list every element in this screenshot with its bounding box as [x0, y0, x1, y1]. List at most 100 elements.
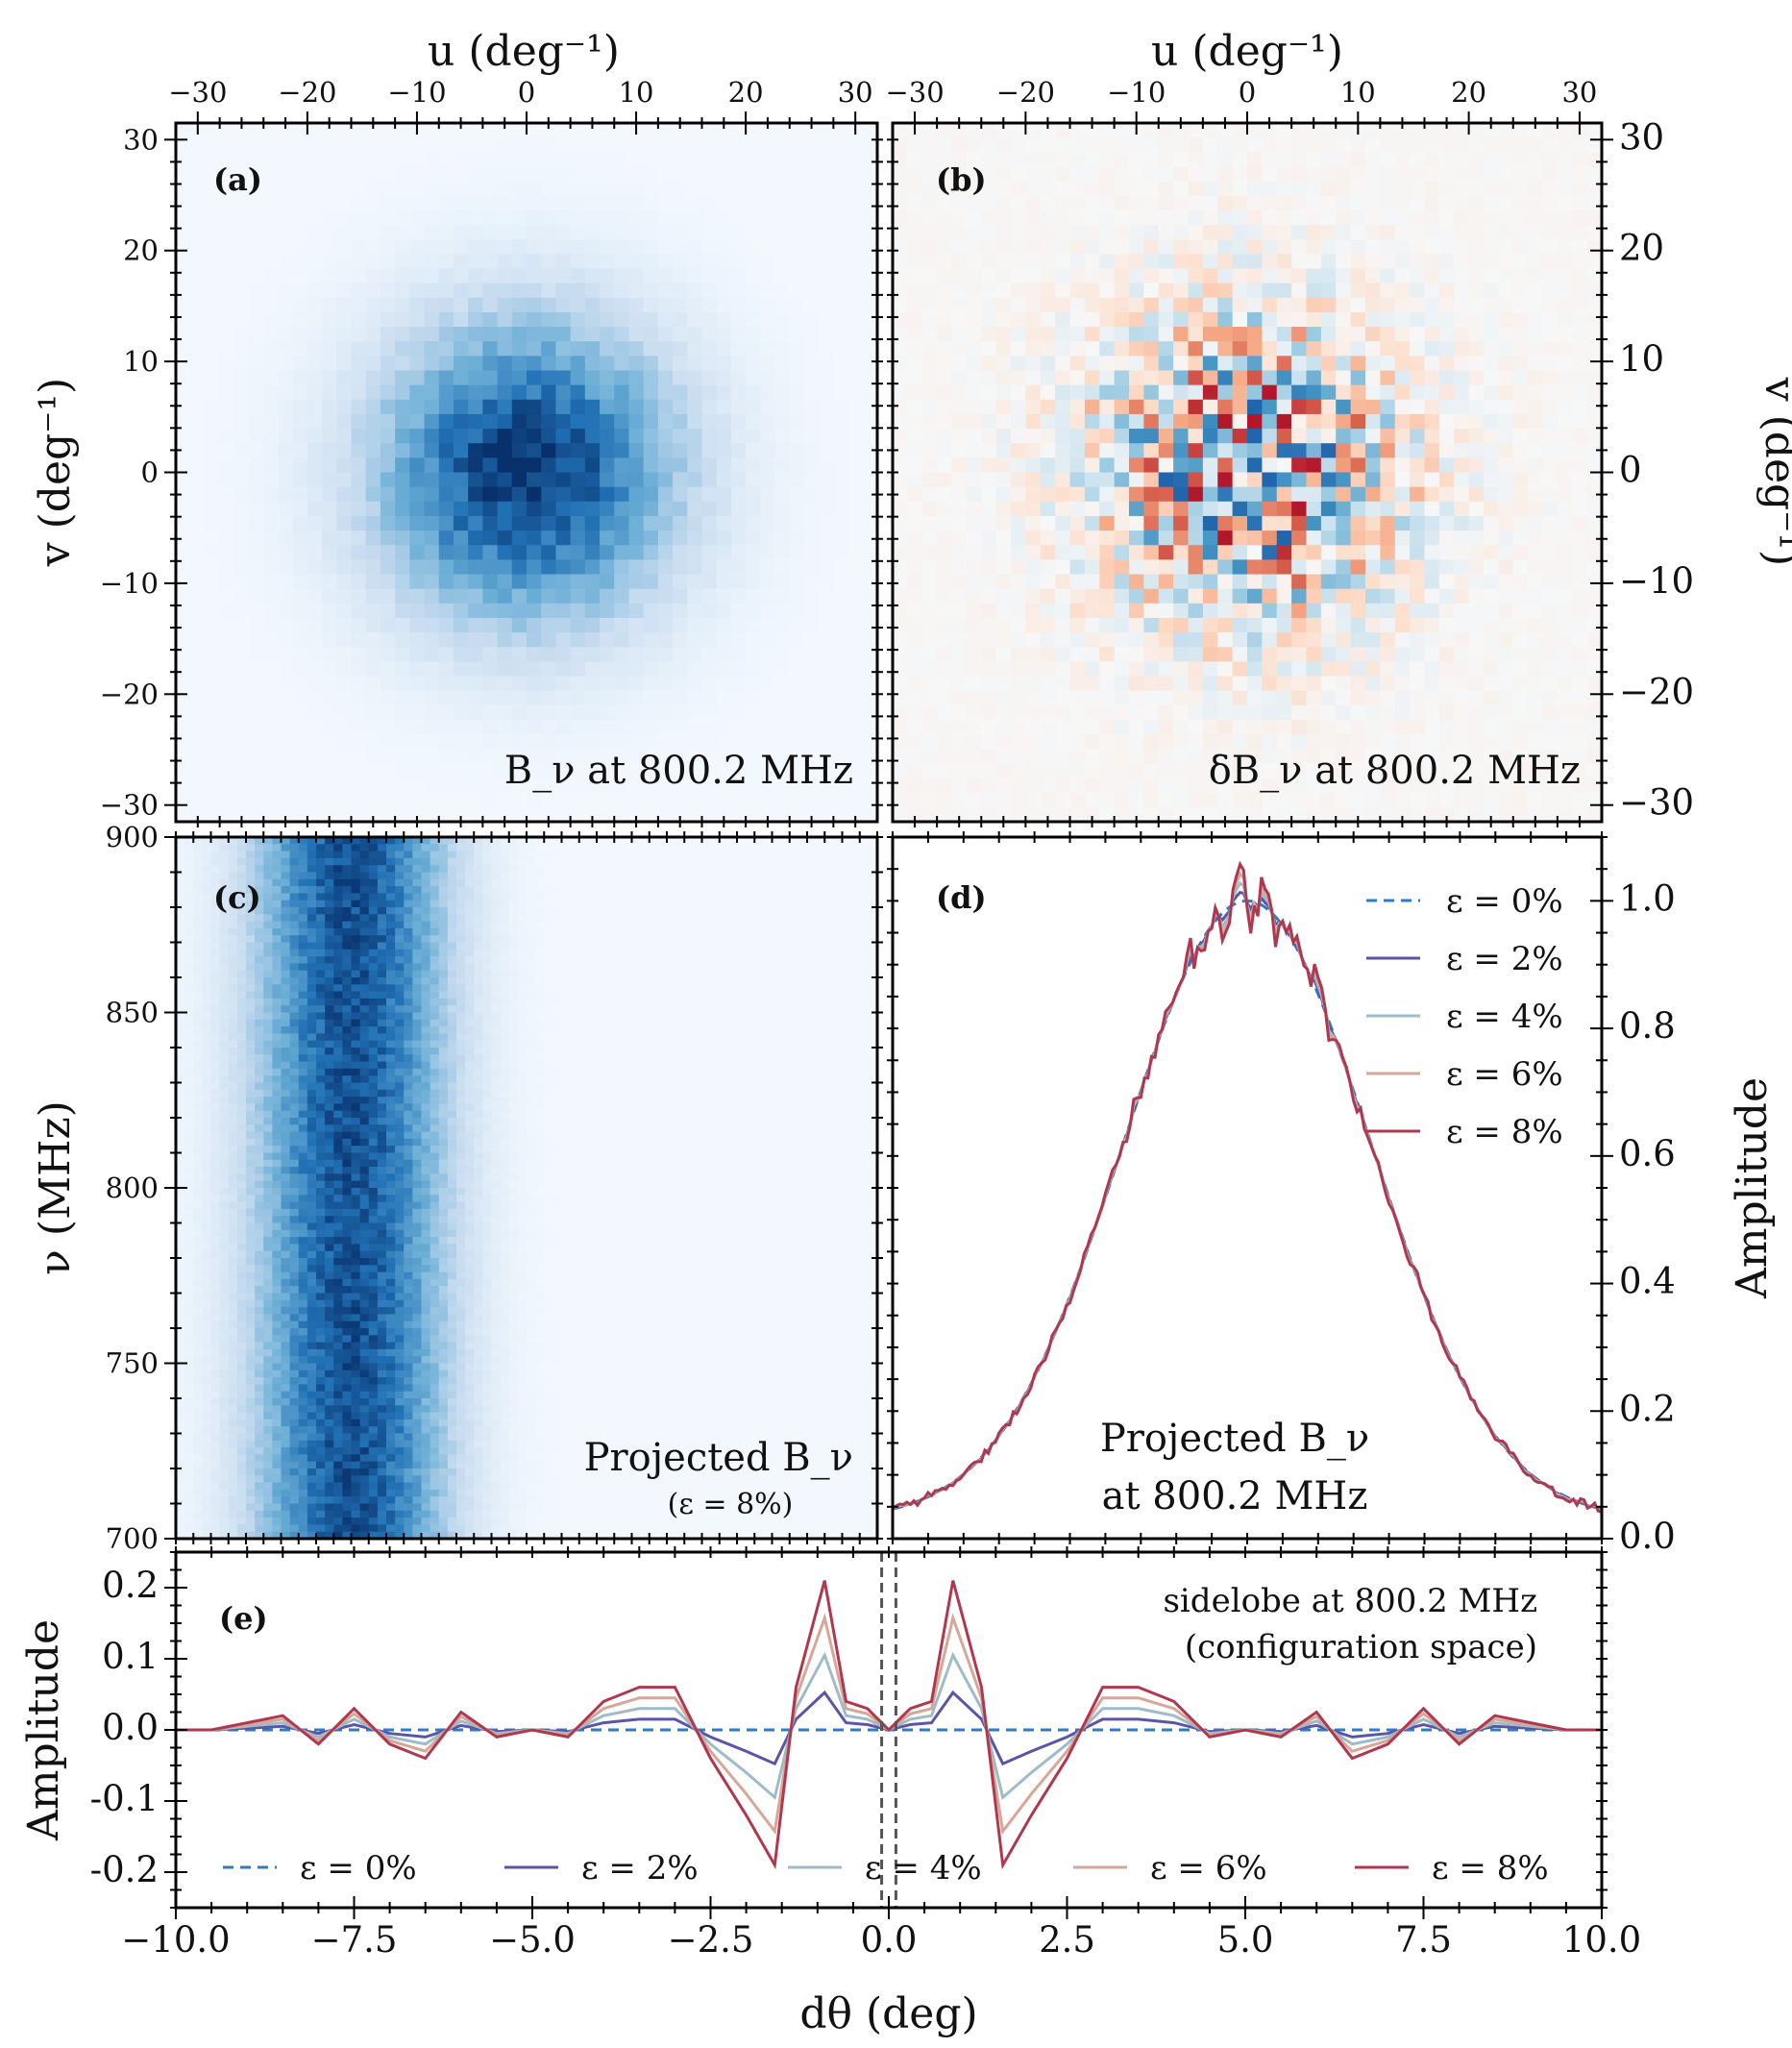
heatmap-cell: [746, 443, 761, 458]
heatmap-cell: [1542, 472, 1559, 488]
heatmap-cell: [1410, 195, 1426, 211]
heatmap-cell: [336, 515, 353, 531]
heatmap-cell: [1055, 603, 1071, 619]
heatmap-cell: [1202, 225, 1218, 240]
heatmap-cell: [1380, 486, 1396, 503]
heatmap-cell: [1454, 254, 1470, 270]
heatmap-cell: [1202, 370, 1218, 386]
heatmap-cell: [263, 749, 280, 765]
heatmap-cell: [307, 704, 323, 721]
heatmap-cell: [789, 137, 805, 153]
heatmap-cell: [1498, 661, 1514, 678]
heatmap-cell: [1454, 515, 1470, 531]
heatmap-cell: [614, 704, 630, 721]
heatmap-cell: [584, 486, 601, 503]
heatmap-cell: [205, 311, 221, 328]
heatmap-cell: [233, 152, 250, 168]
heatmap-cell: [1276, 429, 1292, 444]
heatmap-cell: [1380, 239, 1396, 255]
panel-b-heatmap: [893, 123, 1603, 823]
heatmap-cell: [1158, 399, 1174, 415]
heatmap-cell: [1542, 195, 1559, 211]
heatmap-cell: [1498, 195, 1514, 211]
heatmap-cell: [1484, 123, 1499, 138]
heatmap-cell: [190, 647, 207, 662]
heatmap-cell: [701, 327, 718, 342]
heatmap-cell: [1528, 297, 1544, 313]
heatmap-cell: [862, 443, 878, 458]
heatmap-cell: [1276, 268, 1292, 284]
heatmap-cell: [380, 763, 396, 779]
heatmap-cell: [716, 719, 732, 735]
heatmap-cell: [1040, 690, 1056, 706]
heatmap-cell: [219, 603, 235, 619]
heatmap-cell: [600, 327, 615, 342]
heatmap-cell: [673, 792, 688, 808]
heatmap-cell: [1586, 792, 1603, 808]
heatmap-cell: [1438, 137, 1455, 153]
heatmap-cell: [395, 617, 410, 633]
heatmap-cell: [847, 225, 864, 240]
heatmap-cell: [893, 603, 908, 619]
heatmap-cell: [278, 603, 294, 619]
heatmap-cell: [1232, 792, 1248, 808]
heatmap-cell: [292, 152, 308, 168]
heatmap-cell: [1306, 806, 1322, 823]
heatmap-cell: [981, 603, 997, 619]
heatmap-cell: [1557, 515, 1573, 531]
heatmap-cell: [862, 254, 878, 270]
heatmap-cell: [966, 531, 982, 546]
heatmap-cell: [643, 137, 659, 153]
heatmap-cell: [424, 370, 440, 386]
heatmap-cell: [176, 531, 191, 546]
heatmap-cell: [1498, 399, 1514, 415]
heatmap-cell: [1025, 370, 1042, 386]
heatmap-cell: [1528, 283, 1544, 299]
heatmap-cell: [205, 545, 221, 560]
heatmap-cell: [1365, 341, 1381, 357]
heatmap-cell: [847, 166, 864, 183]
heatmap-cell: [307, 239, 323, 255]
heatmap-cell: [1011, 792, 1026, 808]
heatmap-cell: [1217, 515, 1234, 531]
heatmap-cell: [1143, 690, 1160, 706]
heatmap-cell: [1350, 297, 1366, 313]
heatmap-cell: [716, 443, 732, 458]
heatmap-cell: [1438, 690, 1455, 706]
heatmap-cell: [1424, 239, 1440, 255]
heatmap-cell: [1291, 603, 1308, 619]
heatmap-cell: [921, 327, 938, 342]
heatmap-cell: [760, 472, 776, 488]
heatmap-cell: [1350, 676, 1366, 692]
heatmap-cell: [1512, 676, 1529, 692]
heatmap-cell: [893, 515, 908, 531]
heatmap-cell: [1410, 531, 1426, 546]
heatmap-cell: [584, 457, 601, 474]
heatmap-cell: [1011, 690, 1026, 706]
heatmap-cell: [438, 792, 454, 808]
heatmap-cell: [1336, 327, 1352, 342]
heatmap-cell: [336, 603, 353, 619]
heatmap-cell: [937, 472, 953, 488]
heatmap-cell: [453, 123, 469, 138]
heatmap-cell: [921, 356, 938, 372]
heatmap-cell: [453, 559, 469, 576]
heatmap-cell: [951, 384, 968, 401]
heatmap-cell: [1143, 632, 1160, 648]
heatmap-cell: [527, 181, 542, 197]
heatmap-cell: [1084, 617, 1100, 633]
heatmap-cell: [716, 210, 732, 226]
heatmap-cell: [1084, 515, 1100, 531]
heatmap-cell: [833, 123, 849, 138]
heatmap-cell: [614, 268, 630, 284]
heatmap-cell: [1498, 676, 1514, 692]
heatmap-cell: [657, 225, 674, 240]
heatmap-cell: [1542, 690, 1559, 706]
heatmap-cell: [803, 647, 820, 662]
heatmap-cell: [336, 531, 353, 546]
heatmap-cell: [570, 719, 586, 735]
heatmap-cell: [833, 617, 849, 633]
heatmap-cell: [527, 617, 542, 633]
heatmap-cell: [424, 545, 440, 560]
heatmap-cell: [1454, 632, 1470, 648]
